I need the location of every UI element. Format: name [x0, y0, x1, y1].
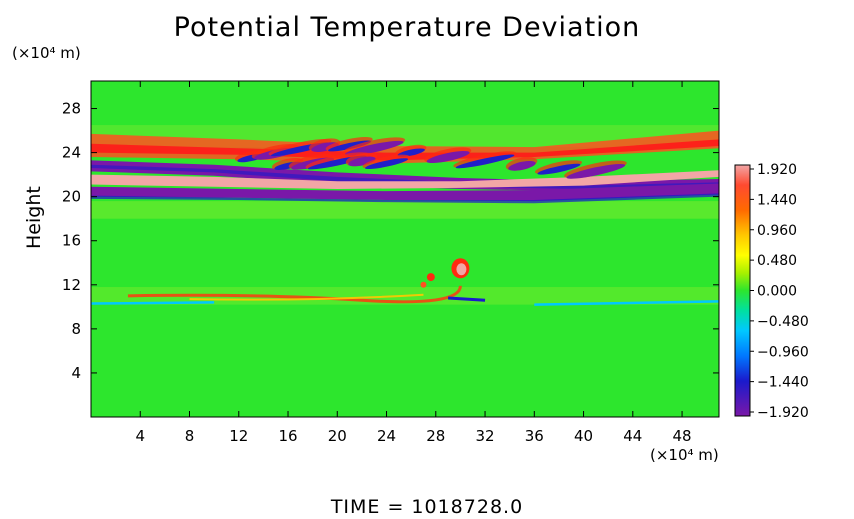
wave-packet [348, 156, 376, 167]
strong-warm-band [91, 170, 719, 189]
colorbar-label: −1.440 [757, 375, 809, 391]
chart-title: Potential Temperature Deviation [173, 12, 641, 43]
plume-core [456, 263, 467, 276]
wave-packet [397, 148, 425, 157]
wave-packet [426, 150, 470, 164]
x-tick-label: 28 [426, 427, 445, 445]
colorbar-label: 0.480 [757, 253, 797, 269]
wave-packet [566, 163, 626, 179]
x-tick-label: 4 [135, 427, 145, 445]
plume-blob [426, 273, 435, 282]
x-tick-label: 36 [525, 427, 544, 445]
wave-packet [455, 154, 515, 169]
x-tick-label: 40 [574, 427, 593, 445]
x-tick-label: 8 [185, 427, 195, 445]
colorbar-label: 1.920 [757, 162, 797, 178]
x-tick-label: 32 [475, 427, 494, 445]
plume-blob [420, 281, 427, 288]
x-tick-label: 16 [278, 427, 297, 445]
x-tick-label: 20 [328, 427, 347, 445]
colorbar-label: −0.480 [757, 314, 809, 330]
colorbar-label: −1.920 [757, 405, 809, 421]
field-background [91, 81, 719, 417]
colorbar-label: 1.440 [757, 192, 797, 208]
colorbar-label: 0.960 [757, 223, 797, 239]
y-tick-label: 20 [62, 188, 81, 206]
y-tick-label: 12 [62, 276, 81, 294]
cool-streak [91, 300, 719, 306]
warm-haze-band [91, 201, 719, 219]
wave-packet [344, 140, 404, 156]
x-tick-label: 24 [377, 427, 396, 445]
colorbar-label: 0.000 [757, 284, 797, 300]
warm-layer-lower-edge [189, 293, 424, 301]
x-axis-unit: (×10⁴ m) [650, 446, 719, 464]
x-tick-label: 44 [623, 427, 642, 445]
x-axis: 4 8 12 16 20 24 28 32 36 40 44 48 [135, 81, 692, 445]
x-tick-label: 12 [229, 427, 248, 445]
cool-streak [448, 296, 486, 302]
y-axis-unit: (×10⁴ m) [12, 44, 81, 62]
colorbar-label: −0.960 [757, 344, 809, 360]
wave-packet [508, 160, 536, 171]
time-readout: TIME = 1018728.0 [330, 496, 524, 518]
wave-packet [365, 158, 409, 170]
cold-band-lower-edge [91, 193, 719, 204]
y-tick-label: 4 [71, 364, 81, 382]
plot-area [91, 81, 719, 417]
cold-band-lower [91, 183, 719, 202]
y-tick-label: 24 [62, 144, 81, 162]
colorbar-scale [734, 164, 751, 417]
wave-packet [537, 163, 581, 175]
colorbar: 1.920 1.440 0.960 0.480 0.000 −0.480 −0.960 −1.… [734, 162, 809, 421]
y-tick-label: 16 [62, 232, 81, 250]
y-tick-label: 8 [71, 320, 81, 338]
x-tick-label: 48 [673, 427, 692, 445]
y-axis: 4 8 12 16 20 24 28 [62, 100, 719, 382]
wave-packet [328, 140, 372, 152]
plot-frame [90, 80, 720, 418]
y-tick-label: 28 [62, 100, 81, 118]
